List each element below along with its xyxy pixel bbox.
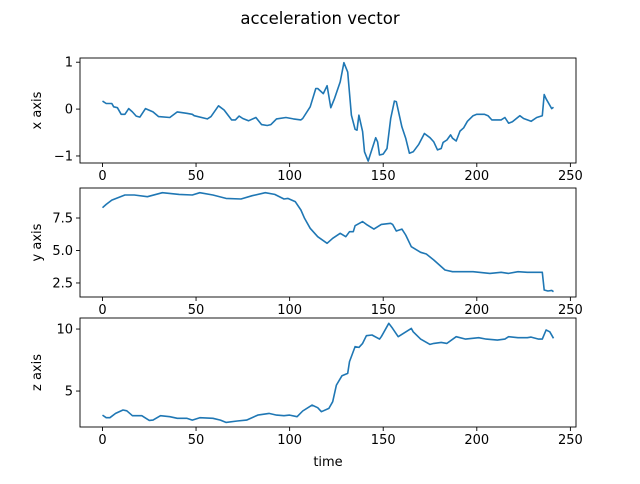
y-axis-label: z axis — [30, 354, 45, 391]
axes-frame — [79, 317, 577, 428]
x-tick-label: 100 — [277, 433, 302, 448]
data-line — [102, 61, 554, 162]
x-tick-label: 200 — [464, 169, 489, 184]
x-tick-label: 200 — [464, 433, 489, 448]
x-tick-label: 50 — [188, 169, 205, 184]
x-tick-label: 150 — [371, 433, 396, 448]
y-tick-label: −1 — [54, 149, 73, 164]
x-tick-label: 250 — [558, 433, 583, 448]
x-tick-label: 0 — [98, 303, 106, 318]
y-tick-label: 1 — [65, 56, 73, 71]
axes-frame — [79, 187, 577, 298]
x-tick-label: 0 — [98, 433, 106, 448]
y-tick-label: 5.0 — [52, 244, 73, 259]
subplot-1: 0 50 100 150 200 250 −1 0 1 x axis — [30, 56, 583, 184]
x-tick-label: 50 — [188, 303, 205, 318]
y-tick-label: 2.5 — [52, 276, 73, 291]
data-line — [101, 191, 554, 293]
y-tick-label: 10 — [56, 323, 73, 338]
y-tick-label: 5 — [65, 385, 73, 400]
chart-title: acceleration vector — [240, 9, 399, 28]
x-axis-label: time — [313, 455, 342, 470]
x-tick-label: 0 — [98, 169, 106, 184]
axes-frame — [79, 57, 577, 164]
x-tick-label: 100 — [277, 169, 302, 184]
y-tick-label: 7.5 — [52, 212, 73, 227]
x-tick-label: 150 — [371, 303, 396, 318]
y-tick-label: 0 — [65, 103, 73, 118]
x-tick-label: 250 — [558, 303, 583, 318]
x-tick-label: 200 — [464, 303, 489, 318]
y-axis-label: x axis — [30, 91, 45, 129]
subplot-2: 0 50 100 150 200 250 2.5 5.0 7.5 y axis — [30, 187, 583, 318]
y-axis-label: y axis — [30, 223, 45, 261]
subplot-3: 0 50 100 150 200 250 5 10 z axis time — [30, 317, 583, 470]
x-tick-label: 250 — [558, 169, 583, 184]
x-tick-label: 100 — [277, 303, 302, 318]
x-tick-label: 50 — [188, 433, 205, 448]
x-tick-label: 150 — [371, 169, 396, 184]
data-line — [102, 322, 555, 424]
